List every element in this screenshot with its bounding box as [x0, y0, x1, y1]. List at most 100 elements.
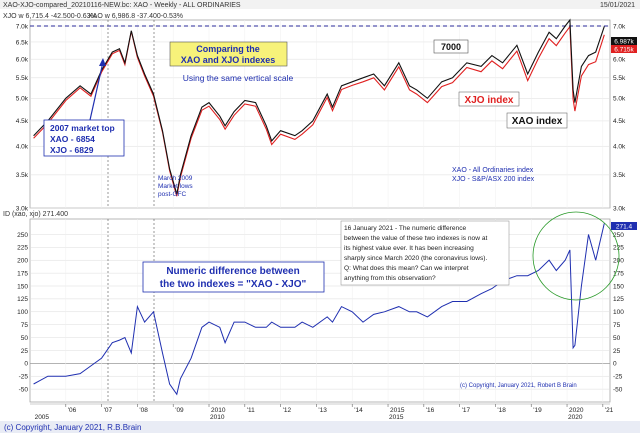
difference-tick-label-left: -25 — [19, 374, 29, 381]
gfc-line-3: post-GFC — [158, 191, 186, 198]
level-7000-label: 7000 — [441, 42, 461, 52]
last-xao-value: 6.987k — [614, 39, 634, 46]
difference-tick-label-right: 100 — [613, 309, 624, 316]
year-tick-label: 2015 — [390, 407, 405, 414]
gfc-line-2: Market lows — [158, 183, 193, 190]
difference-tick-label-left: 50 — [21, 335, 29, 342]
year-tick-label: '09 — [175, 407, 184, 414]
note-line: its highest value ever. It has been incr… — [344, 245, 474, 252]
observation-note — [340, 220, 510, 286]
decade-tick-label: 2010 — [210, 414, 225, 421]
xao-line — [33, 18, 605, 195]
year-tick-label: '16 — [426, 407, 435, 414]
difference-tick-label-right: 125 — [613, 296, 624, 303]
xao-index-label: XAO index — [512, 116, 563, 127]
note-line: between the value of these two indexes i… — [344, 235, 487, 242]
year-tick-label: '11 — [247, 407, 255, 414]
difference-tick-label-left: 25 — [21, 348, 29, 355]
level-7000-box — [433, 39, 469, 54]
footer-bar — [0, 421, 640, 433]
year-tick-label: '07 — [104, 407, 113, 414]
price-tick-label-right: 4.0k — [613, 144, 626, 151]
decade-tick-label: 2020 — [568, 414, 583, 421]
difference-line — [33, 223, 605, 396]
year-tick-label: '18 — [497, 407, 506, 414]
diff-title-2: the two indexes = "XAO - XJO" — [160, 279, 307, 290]
difference-tick-label-left: 0 — [24, 361, 28, 368]
last-diff-badge — [611, 222, 637, 230]
xao-label-box — [506, 112, 568, 129]
price-tick-label-left: 5.0k — [16, 96, 29, 103]
diff-header: ID (xao, xjo) 271.400 — [3, 211, 68, 218]
annotation-title-1: Comparing the — [196, 44, 260, 54]
price-tick-label-right: 7.0k — [613, 23, 626, 30]
decade-tick-label: 2015 — [389, 414, 404, 421]
year-tick-label: '08 — [139, 407, 148, 414]
difference-tick-label-right: -25 — [613, 374, 623, 381]
legend-xjo-text: XJO - S&P/ASX 200 index — [452, 176, 535, 183]
time-axis: '06 '07 '08 '09 2010 '11 '12 '13 '14 2015 '16 '17 '1… — [30, 403, 614, 421]
decade-tick-label: 2005 — [35, 414, 50, 421]
year-tick-label: '12 — [283, 407, 292, 414]
price-tick-label-right: 5.5k — [613, 75, 626, 82]
year-tick-label: 2020 — [569, 407, 584, 414]
price-tick-label-right: 3.0k — [613, 205, 626, 212]
xjo-line — [33, 25, 605, 197]
price-tick-label-left: 6.5k — [16, 39, 29, 46]
difference-tick-label-left: 250 — [17, 232, 28, 239]
difference-tick-label-right: 0 — [613, 361, 617, 368]
market-top-line-2: XAO - 6854 — [50, 134, 95, 144]
note-line: Q: What does this mean? Can we interpret — [344, 265, 469, 272]
price-panel: 3.0k 3.0k 3.5k 3.5k 4.0k 4.0k 4.5k 4.5k 5.0k 5.0k… — [16, 18, 637, 212]
difference-tick-label-left: 225 — [17, 245, 28, 252]
difference-panel: -50 -50 -25 -25 0 0 25 25 50 50 75 75 100 100 125 125 15… — [17, 211, 637, 403]
difference-tick-label-left: 75 — [21, 322, 29, 329]
difference-panel-frame — [29, 218, 611, 403]
difference-tick-label-right: 150 — [613, 283, 624, 290]
difference-tick-label-right: -50 — [613, 386, 623, 393]
panel-copyright: (c) Copyright, January 2021, Robert B Br… — [460, 383, 577, 389]
last-xao-badge — [611, 37, 637, 45]
xjo-label-box — [458, 91, 520, 107]
difference-tick-label-right: 175 — [613, 270, 624, 277]
note-line: sharply since March 2020 (the coronaviru… — [344, 255, 487, 262]
annotation-title-2: XAO and XJO indexes — [181, 55, 276, 65]
chart-date: 15/01/2021 — [600, 2, 635, 9]
last-xjo-badge — [611, 45, 637, 53]
diff-title-1: Numeric difference between — [166, 266, 299, 277]
last-xjo-value: 6.715k — [614, 47, 634, 54]
highlight-circle — [532, 211, 620, 301]
difference-tick-label-left: 200 — [17, 258, 28, 265]
difference-tick-label-right: 250 — [613, 232, 624, 239]
year-tick-label: '06 — [68, 407, 77, 414]
chart-title: XAO-XJO-compared_20210116-NEW.bc: XAO - … — [3, 2, 241, 9]
year-tick-label: 2010 — [211, 407, 226, 414]
last-diff-value: 271.4 — [616, 224, 633, 231]
price-tick-label-left: 6.0k — [16, 56, 29, 63]
price-tick-label-left: 4.0k — [16, 144, 29, 151]
difference-tick-label-right: 50 — [613, 335, 621, 342]
legend-xao-text: XAO - All Ordinaries index — [452, 167, 534, 174]
gfc-line-1: March 2009 — [158, 175, 193, 182]
legend-xao-value: XAO w 6,986.8 -37.400-0.53% — [88, 13, 183, 20]
difference-tick-label-left: 150 — [17, 283, 28, 290]
year-tick-label: '13 — [318, 407, 327, 414]
header-bar — [0, 0, 640, 9]
xjo-index-label: XJO index — [465, 95, 514, 106]
difference-tick-label-left: 125 — [17, 296, 28, 303]
price-tick-label-right: 6.0k — [613, 56, 626, 63]
difference-tick-label-left: -50 — [19, 386, 29, 393]
difference-tick-label-left: 175 — [17, 270, 28, 277]
price-tick-label-left: 3.0k — [16, 205, 29, 212]
price-tick-label-right: 5.0k — [613, 96, 626, 103]
annotation-subtitle: Using the same vertical scale — [183, 73, 294, 83]
difference-tick-label-left: 100 — [17, 309, 28, 316]
market-top-line-1: 2007 market top — [50, 123, 115, 133]
difference-tick-label-right: 75 — [613, 322, 621, 329]
note-line: 16 January 2021 - The numeric difference — [344, 225, 467, 232]
price-tick-label-left: 4.5k — [16, 118, 29, 125]
year-tick-label: '17 — [462, 407, 471, 414]
difference-gridlines — [30, 234, 610, 390]
price-tick-label-left: 7.0k — [16, 23, 29, 30]
